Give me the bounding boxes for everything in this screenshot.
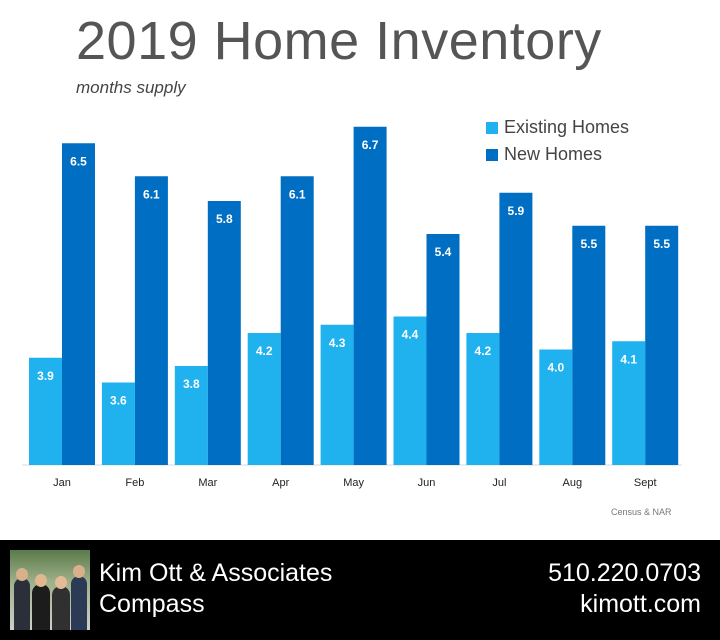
data-label-existing-jan: 3.9: [37, 369, 54, 383]
x-tick-label-aug: Aug: [563, 477, 583, 489]
bar-existing-aug: [539, 349, 573, 465]
data-label-existing-sept: 4.1: [620, 352, 637, 366]
bar-existing-jan: [29, 357, 62, 465]
data-label-existing-aug: 4.0: [547, 361, 564, 375]
data-label-new-apr: 6.1: [289, 187, 306, 201]
x-tick-label-jan: Jan: [53, 477, 71, 489]
bar-new-jan: [62, 143, 95, 465]
company-name: Kim Ott & Associates: [99, 559, 333, 587]
data-label-existing-jul: 4.2: [475, 344, 492, 358]
bar-new-aug: [572, 225, 606, 465]
bar-new-jul: [499, 192, 533, 465]
legend-item-new: New Homes: [486, 141, 629, 168]
data-label-new-sept: 5.5: [653, 237, 670, 251]
bar-existing-apr: [247, 333, 281, 465]
source-note: Census & NAR: [611, 507, 672, 517]
phone-number: 510.220.0703: [548, 559, 701, 587]
bar-existing-jun: [393, 316, 427, 465]
legend-swatch-new: [486, 148, 498, 161]
legend-label-existing: Existing Homes: [504, 117, 630, 137]
bar-new-may: [353, 126, 387, 465]
data-label-existing-jun: 4.4: [402, 328, 419, 342]
team-photo: [10, 550, 90, 630]
data-label-existing-apr: 4.2: [256, 344, 273, 358]
bar-new-jun: [426, 234, 460, 465]
bar-existing-sept: [612, 341, 646, 465]
brokerage-name: Compass: [99, 590, 205, 618]
x-tick-label-mar: Mar: [198, 477, 217, 489]
bar-existing-mar: [174, 366, 208, 465]
data-label-new-jun: 5.4: [435, 245, 452, 259]
data-label-new-feb: 6.1: [143, 187, 160, 201]
footer-bar: Kim Ott & Associates Compass 510.220.070…: [0, 540, 720, 640]
contact-info: 510.220.0703 kimott.com: [548, 558, 701, 620]
x-tick-label-jul: Jul: [492, 477, 506, 489]
legend-item-existing: Existing Homes: [486, 114, 629, 141]
bar-existing-jul: [466, 333, 500, 465]
legend-label-new: New Homes: [504, 144, 603, 164]
bar-existing-feb: [101, 382, 135, 465]
bar-chart: 3.9 6.5 Jan 3.6 6.1 Feb 3.8 5.8 Mar 4.2 6.1 Apr 4.3 6…: [22, 126, 682, 489]
company-info: Kim Ott & Associates Compass: [99, 558, 332, 620]
x-tick-label-sept: Sept: [634, 477, 657, 489]
bar-new-apr: [280, 176, 314, 465]
legend: Existing Homes New Homes: [486, 114, 629, 168]
data-label-new-mar: 5.8: [216, 212, 233, 226]
data-label-existing-feb: 3.6: [110, 394, 127, 408]
website-link[interactable]: kimott.com: [580, 590, 701, 618]
x-tick-label-feb: Feb: [125, 477, 144, 489]
data-label-existing-mar: 3.8: [183, 377, 200, 391]
data-label-new-jan: 6.5: [70, 154, 87, 168]
bar-existing-may: [320, 324, 354, 465]
chart-title: 2019 Home Inventory: [76, 11, 602, 71]
data-label-new-jul: 5.9: [508, 204, 525, 218]
x-tick-label-may: May: [343, 477, 364, 489]
x-tick-label-jun: Jun: [418, 477, 436, 489]
bar-new-feb: [134, 176, 168, 465]
data-label-existing-may: 4.3: [329, 336, 346, 350]
chart-subtitle: months supply: [76, 78, 186, 97]
data-label-new-aug: 5.5: [580, 237, 597, 251]
bar-new-sept: [645, 225, 679, 465]
x-tick-label-apr: Apr: [272, 477, 289, 489]
bar-new-mar: [207, 201, 241, 465]
data-label-new-may: 6.7: [362, 138, 379, 152]
legend-swatch-existing: [486, 121, 498, 134]
